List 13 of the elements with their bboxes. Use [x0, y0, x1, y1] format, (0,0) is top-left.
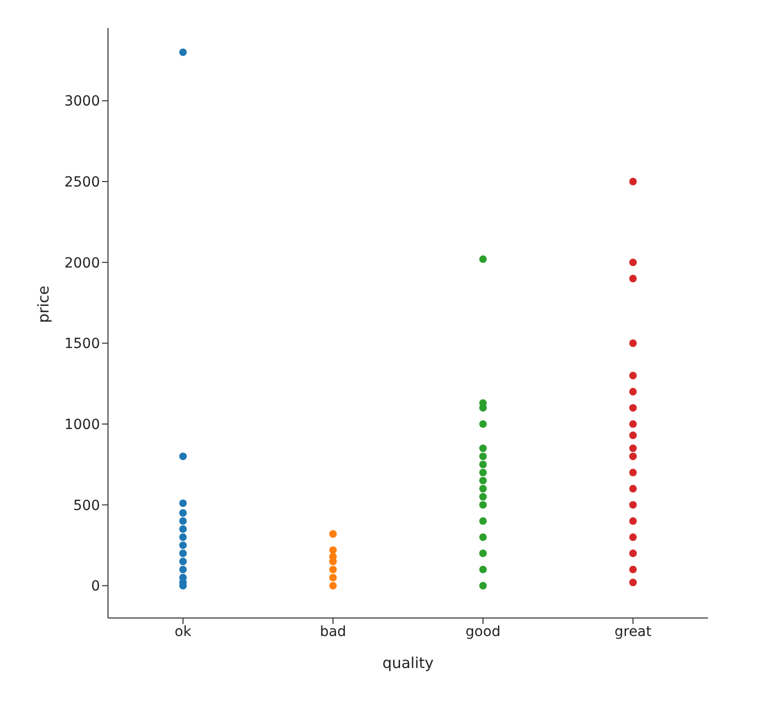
- x-tick-label: bad: [320, 624, 346, 640]
- x-tick-label: great: [614, 624, 652, 640]
- y-axis-title: price: [34, 286, 52, 323]
- y-tick-label: 3000: [64, 94, 100, 110]
- y-tick-label: 1000: [64, 416, 100, 433]
- y-tick-label: 500: [73, 498, 100, 514]
- y-tick-label: 1500: [64, 336, 100, 352]
- x-tick-label: ok: [174, 624, 192, 640]
- y-tick-label: 0: [91, 578, 100, 595]
- y-tick-label: 2500: [64, 174, 100, 191]
- x-axis-title: quality: [382, 654, 434, 672]
- x-tick-label: good: [466, 624, 500, 640]
- y-tick-label: 2000: [64, 255, 100, 272]
